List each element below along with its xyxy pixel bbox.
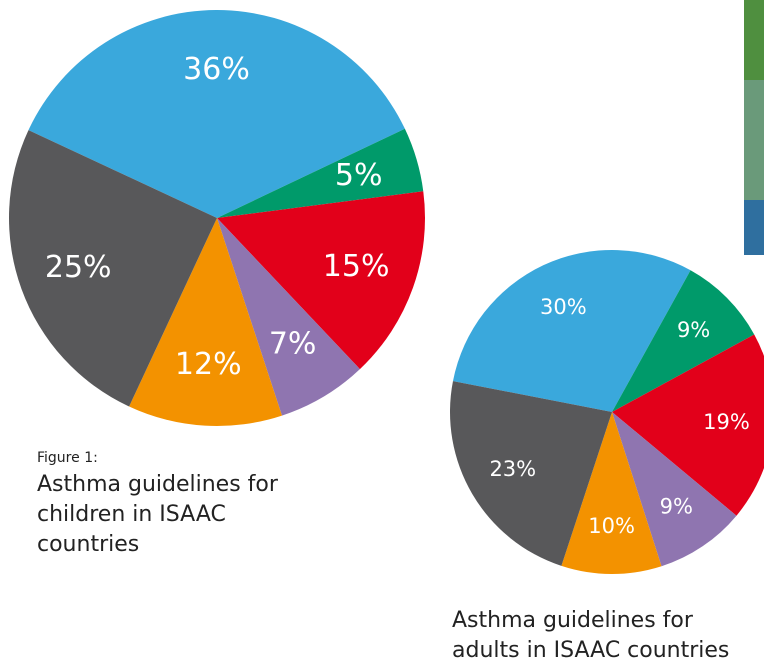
- chart-title: Asthma guidelines for children in ISAAC …: [37, 472, 278, 557]
- pie-slice: [217, 191, 426, 370]
- pie-slice: [28, 9, 405, 219]
- data-label: 23%: [489, 457, 536, 481]
- pie-slice: [452, 250, 691, 412]
- pie-slice: [561, 412, 662, 574]
- data-label: 30%: [540, 295, 587, 319]
- photo-edge-bottom: [744, 200, 764, 255]
- data-label: 36%: [183, 52, 250, 87]
- pie-slice: [217, 218, 360, 416]
- data-label: 10%: [588, 514, 635, 538]
- data-label: 9%: [660, 494, 693, 518]
- chart-title: Asthma guidelines for adults in ISAAC co…: [452, 608, 730, 663]
- data-label: 12%: [175, 347, 242, 382]
- data-label: 25%: [45, 250, 112, 285]
- data-label: 5%: [335, 158, 383, 193]
- pie-slice: [8, 130, 217, 407]
- data-label: 19%: [703, 410, 750, 434]
- pie-slice: [129, 218, 282, 426]
- pie-slice: [217, 128, 424, 218]
- figure-label: Figure 1:: [37, 450, 98, 466]
- pie-slice: [450, 381, 612, 566]
- photo-edge-top: [744, 0, 764, 80]
- data-label: 9%: [677, 318, 710, 342]
- pie-slice: [612, 270, 755, 412]
- data-label: 15%: [323, 249, 390, 284]
- pie-slice: [612, 412, 737, 567]
- pie-slice: [612, 334, 764, 516]
- data-label: 7%: [269, 326, 317, 361]
